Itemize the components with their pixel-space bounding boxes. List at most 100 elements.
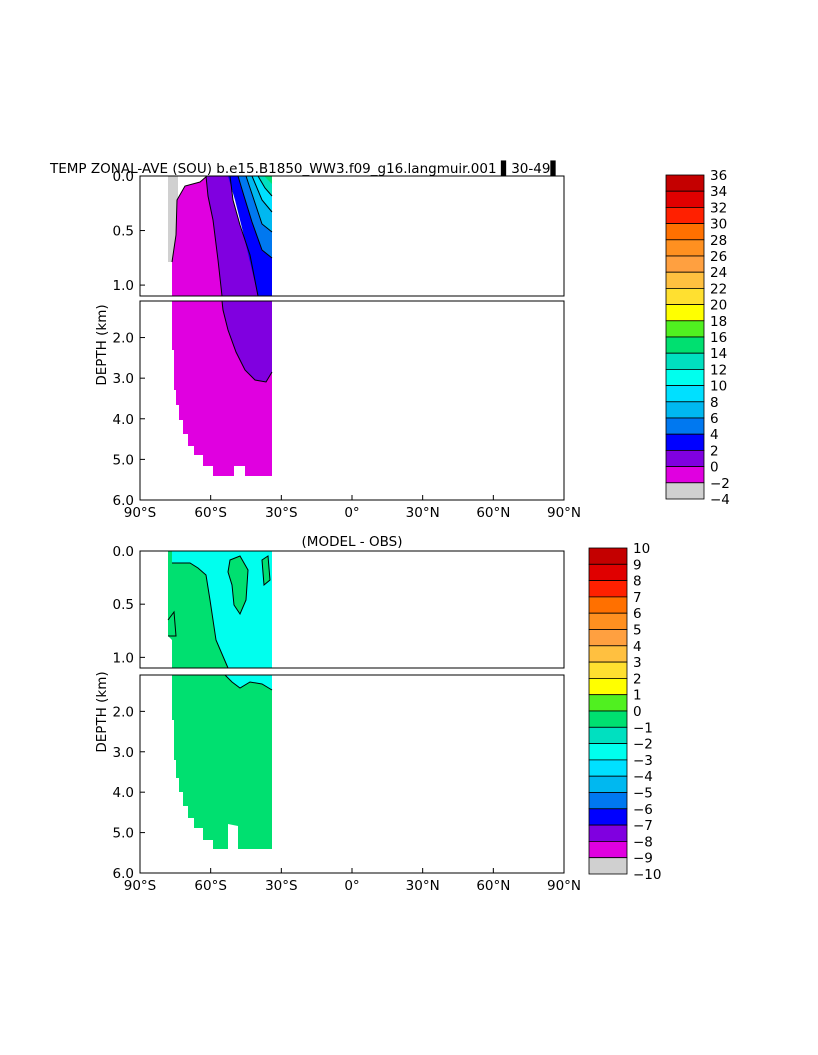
panel-1-upper-frame <box>139 175 565 297</box>
figure-title: TEMP ZONAL-AVE (SOU) b.e15.B1850_WW3.f09… <box>49 160 561 177</box>
colorbar-label: 36 <box>710 168 727 184</box>
y-tick-label: 2.0 <box>113 331 134 347</box>
x-tick-label: 0° <box>344 505 359 521</box>
y-tick-label: 3.0 <box>113 371 134 387</box>
colorbar-swatch <box>588 775 628 793</box>
panel-1-upper-fields <box>168 175 273 297</box>
region-0-1-deep <box>172 675 272 849</box>
colorbar-label: 4 <box>633 639 642 655</box>
colorbar-swatch <box>665 190 705 208</box>
x-tick-label: 90°S <box>124 878 157 894</box>
colorbar-swatch <box>665 206 705 224</box>
colorbar-swatch <box>588 645 628 663</box>
y-tick-label: 4.0 <box>113 785 134 801</box>
colorbar-swatch <box>588 580 628 598</box>
region-0-1-pocket <box>228 556 248 614</box>
colorbar-swatch <box>665 271 705 289</box>
colorbar-label: 5 <box>633 623 642 639</box>
panel-1-lower-fields <box>172 300 273 476</box>
colorbar-label: 32 <box>710 200 727 216</box>
x-tick-label: 90°S <box>124 505 157 521</box>
colorbar-swatch <box>588 857 628 875</box>
x-tick-label: 30°S <box>265 505 298 521</box>
colorbar-label: 22 <box>710 281 727 297</box>
colorbar-label: 6 <box>633 606 642 622</box>
y-tick-label: 1.0 <box>113 650 134 666</box>
colorbar-label: 2 <box>633 671 642 687</box>
colorbar-label: 2 <box>710 443 719 459</box>
colorbar-label: −4 <box>633 769 653 785</box>
region-0-1-pocket-2 <box>262 556 270 585</box>
colorbar-swatch <box>665 417 705 435</box>
colorbar-label: 0 <box>633 704 642 720</box>
colorbar-swatch <box>588 792 628 810</box>
colorbar-swatch <box>665 223 705 241</box>
colorbar-swatch <box>665 304 705 322</box>
colorbar-label: 4 <box>710 427 719 443</box>
y-tick-label: 0.0 <box>113 544 134 560</box>
region-16-18 <box>264 176 272 184</box>
colorbar-swatch <box>665 449 705 467</box>
panel-2-upper-frame <box>139 550 565 669</box>
x-tick-label: 30°N <box>406 505 440 521</box>
colorbar-swatch <box>665 401 705 419</box>
x-tick-label: 60°N <box>476 878 510 894</box>
colorbar-swatch <box>588 629 628 647</box>
y-tick-label: 5.0 <box>113 452 134 468</box>
colorbar-swatch <box>588 547 628 565</box>
region-0-2 <box>172 176 222 296</box>
region-0-1 <box>168 551 228 668</box>
y-tick-label: 0.0 <box>113 169 134 185</box>
contours-upper-2 <box>167 555 271 669</box>
panel-2-subtitle: (MODEL - OBS) <box>302 534 403 550</box>
colorbar-label: 24 <box>710 265 727 281</box>
colorbar-label: 26 <box>710 249 727 265</box>
colorbar-swatch <box>588 759 628 777</box>
colorbar-swatch <box>665 336 705 354</box>
colorbar-swatch <box>588 743 628 761</box>
y-tick-label: 5.0 <box>113 826 134 842</box>
colorbar-label: −4 <box>710 492 730 508</box>
panel-temperature: 90°S 60°S 30°S 0° 30°N 60°N 90°N 0.0 0.5 1.0 2.0 3.… <box>94 169 581 521</box>
colorbar-label: 3 <box>633 655 642 671</box>
x-tick-label: 30°S <box>265 878 298 894</box>
y-tick-label: 3.0 <box>113 745 134 761</box>
colorbar-label: 28 <box>710 233 727 249</box>
y-tick-label: 4.0 <box>113 412 134 428</box>
colorbar-swatch <box>588 808 628 826</box>
colorbar-swatch <box>588 710 628 728</box>
contour-deep-diff <box>224 674 273 691</box>
colorbar-label: 30 <box>710 217 727 233</box>
colorbar-label: −10 <box>633 867 662 883</box>
colorbar-label: 14 <box>710 346 727 362</box>
region-minus2-0 <box>168 176 178 262</box>
x-tick-label: 30°N <box>406 878 440 894</box>
x-tick-label: 90°N <box>547 878 581 894</box>
contours-upper-1 <box>171 175 273 297</box>
colorbar-swatch <box>588 563 628 581</box>
colorbar-swatch <box>665 352 705 370</box>
panel-2-lower-fields <box>172 674 273 849</box>
colorbar-label: 9 <box>633 557 642 573</box>
colorbar-label: 18 <box>710 314 727 330</box>
x-tick-label: 60°N <box>476 505 510 521</box>
x-tick-label: 60°S <box>194 505 227 521</box>
contour-deep-2 <box>221 300 273 383</box>
colorbar-swatch <box>588 726 628 744</box>
y-tick-label: 1.0 <box>113 278 134 294</box>
colorbar-swatch <box>665 174 705 192</box>
colorbar-swatch <box>665 385 705 403</box>
colorbar-label: 10 <box>633 541 650 557</box>
colorbar-label: −1 <box>633 720 653 736</box>
colorbar-swatch <box>665 433 705 451</box>
region-2-4-deep <box>222 301 272 382</box>
colorbar-swatch <box>665 239 705 257</box>
colorbar-swatch <box>665 287 705 305</box>
colorbar-label: 8 <box>633 574 642 590</box>
colorbar-label: 34 <box>710 184 727 200</box>
x-tick-label: 60°S <box>194 878 227 894</box>
colorbar-label: 6 <box>710 411 719 427</box>
colorbar-swatch <box>665 482 705 500</box>
